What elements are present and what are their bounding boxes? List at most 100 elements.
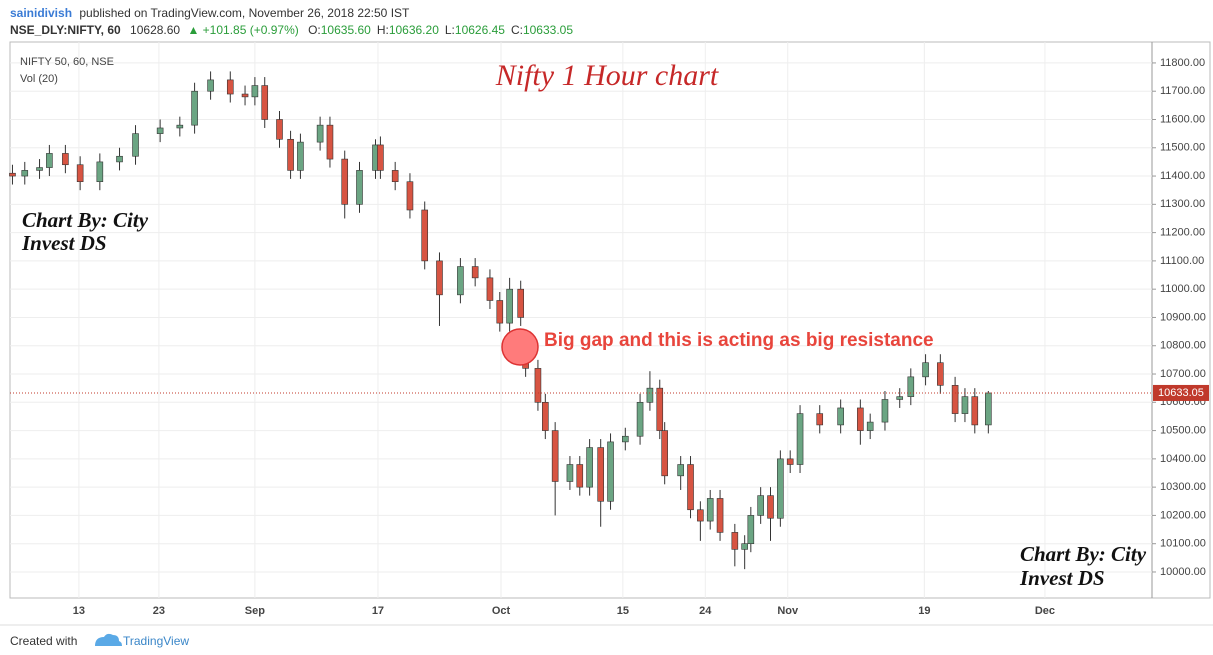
candle-body <box>636 401 644 437</box>
y-tick-label: 11000.00 <box>1160 283 1205 295</box>
watermark: Invest DS <box>1019 566 1105 590</box>
candle-body <box>716 498 724 533</box>
footer-brand[interactable]: TradingView <box>123 634 189 648</box>
y-tick-label: 10400.00 <box>1160 453 1206 465</box>
candle-body <box>486 277 494 301</box>
candle-body <box>316 124 324 143</box>
candle-body <box>586 447 593 488</box>
change: ▲ +101.85 (+0.97%) <box>187 23 298 37</box>
candle-body <box>697 509 704 522</box>
candle-body <box>156 127 164 134</box>
watermark: Invest DS <box>21 231 107 255</box>
candle-body <box>436 260 443 296</box>
candle-body <box>207 79 214 92</box>
x-tick-label: Sep <box>245 605 265 617</box>
candle-body <box>176 124 184 129</box>
y-tick-label: 10200.00 <box>1160 509 1206 521</box>
ohlc-label: C: <box>511 23 523 37</box>
candle-body <box>706 498 714 522</box>
watermark: Chart By: City <box>22 208 149 232</box>
candle-body <box>937 362 944 386</box>
ohlc-label: L: <box>445 23 455 37</box>
candle-body <box>767 495 774 519</box>
y-tick-label: 11600.00 <box>1160 113 1205 125</box>
candle-body <box>517 288 525 318</box>
gap-marker <box>501 328 539 366</box>
y-tick-label: 11500.00 <box>1160 142 1205 154</box>
published: published on TradingView.com, November 2… <box>79 6 410 20</box>
candle-body <box>471 266 479 279</box>
candle-body <box>377 144 384 171</box>
candle-body <box>551 430 559 482</box>
candle-body <box>421 209 429 262</box>
ohlc-label: O: <box>308 23 321 37</box>
candle-body <box>276 119 283 140</box>
candle-body <box>21 170 29 177</box>
candle-body <box>76 164 84 183</box>
candle-body <box>961 396 969 414</box>
candle-body <box>677 464 684 477</box>
candle-body <box>62 153 69 166</box>
candle-body <box>656 387 664 431</box>
candle-body <box>506 288 513 324</box>
candle-body <box>9 172 16 177</box>
plot <box>9 71 992 570</box>
candle-body <box>786 458 794 465</box>
y-tick-label: 11100.00 <box>1160 255 1204 267</box>
candle-body <box>777 458 784 519</box>
y-tick-label: 10000.00 <box>1160 566 1206 578</box>
candle-body <box>96 161 104 183</box>
x-tick-label: 24 <box>699 605 712 617</box>
footer-created: Created with <box>10 634 77 648</box>
y-tick-label: 11200.00 <box>1160 227 1205 239</box>
candle-body <box>985 392 992 426</box>
candle-body <box>566 464 574 482</box>
candle-body <box>866 421 874 431</box>
candle-body <box>534 368 542 403</box>
y-tick-label: 10800.00 <box>1160 340 1206 352</box>
candle-body <box>191 90 198 126</box>
candle-body <box>406 181 414 211</box>
symbol-line: NSE_DLY:NIFTY, 60 10628.60 ▲ +101.85 (+0… <box>10 23 573 37</box>
candle-body <box>496 300 504 324</box>
y-tick-label: 10700.00 <box>1160 368 1206 380</box>
candle-body <box>646 387 654 403</box>
candle-body <box>241 93 249 98</box>
price: 10628.60 <box>130 23 180 37</box>
candle-body <box>896 396 904 400</box>
x-tick-label: 19 <box>918 605 930 617</box>
candle-body <box>622 435 629 443</box>
ohlc-label: H: <box>377 23 389 37</box>
symbol: NSE_DLY:NIFTY, 60 <box>10 23 121 37</box>
candle-body <box>881 399 889 423</box>
y-tick-label: 11300.00 <box>1160 198 1205 210</box>
candle-body <box>857 407 864 431</box>
candle-body <box>576 464 584 488</box>
candle-body <box>326 124 334 160</box>
candle-body <box>341 158 349 205</box>
candle-body <box>731 532 739 550</box>
candle-body <box>356 170 363 205</box>
x-tick-label: 17 <box>372 605 384 617</box>
candle-body <box>907 376 915 397</box>
candle-body <box>297 141 304 171</box>
candle-body <box>116 155 123 163</box>
pane-label: NIFTY 50, 60, NSE <box>20 56 114 68</box>
candle-body <box>251 85 259 98</box>
y-tick-label: 10900.00 <box>1160 311 1206 323</box>
candle-body <box>757 495 764 516</box>
pane-border <box>9 41 1211 599</box>
candle-body <box>747 515 755 545</box>
author[interactable]: sainidivish <box>10 6 72 20</box>
candle-body <box>542 401 549 431</box>
candle-body <box>951 385 959 414</box>
annotation: Big gap and this is acting as big resist… <box>544 330 934 351</box>
ohlc-value: 10626.45 <box>455 23 505 37</box>
candle-body <box>661 430 668 477</box>
chart-title: Nifty 1 Hour chart <box>495 59 719 92</box>
y-tick-label: 11800.00 <box>1160 57 1205 69</box>
ohlc-value: 10635.60 <box>321 23 371 37</box>
x-tick-label: 23 <box>153 605 165 617</box>
